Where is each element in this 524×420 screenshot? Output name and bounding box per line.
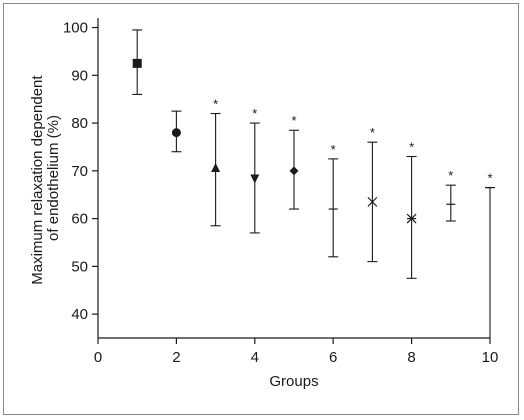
axes	[97, 18, 490, 339]
significance-label: *	[448, 168, 453, 183]
y-tick-label: 50	[71, 258, 88, 275]
significance-label: *	[409, 140, 414, 155]
x-tick-label: 10	[482, 349, 499, 366]
marker-triangle-down	[250, 174, 260, 184]
y-axis-title-line-1: Maximum relaxation dependent	[29, 75, 46, 285]
y-tick-label: 70	[71, 163, 88, 180]
y-axis-title: Maximum relaxation dependent of endothel…	[29, 71, 62, 284]
significance-label: *	[213, 97, 218, 112]
marker-x-b	[367, 196, 378, 207]
figure-frame	[3, 3, 519, 415]
significance-label: *	[252, 106, 257, 121]
x-axis-title: Groups	[269, 373, 318, 390]
y-ticks: 40 50 60 70 80 90 100	[63, 20, 98, 323]
y-axis-title-line-2: of endothelium (%)	[45, 115, 62, 241]
marker-square	[132, 58, 142, 68]
x-tick-label: 4	[251, 349, 259, 366]
significance-label: *	[487, 171, 492, 186]
y-tick-label: 100	[63, 20, 88, 37]
marker-diamond	[289, 166, 299, 176]
x-tick-label: 6	[329, 349, 337, 366]
data-point-group: *	[445, 168, 456, 222]
y-tick-label: 40	[71, 306, 88, 323]
data-point-group: *	[328, 142, 339, 258]
data-point-group: *	[289, 113, 299, 210]
x-tick-label: 8	[407, 349, 415, 366]
significance-label: *	[291, 113, 296, 128]
y-tick-label: 80	[71, 115, 88, 132]
data-point-group	[171, 110, 182, 153]
significance-label: *	[331, 142, 336, 157]
data-points: * * * * * * * *	[132, 29, 495, 338]
data-point-group: *	[485, 171, 495, 338]
y-tick-label: 90	[71, 67, 88, 84]
data-point-group: *	[249, 106, 260, 234]
x-tick-label: 0	[94, 349, 102, 366]
significance-label: *	[370, 125, 375, 140]
data-point-group: *	[406, 140, 417, 279]
x-tick-label: 2	[172, 349, 180, 366]
marker-circle	[171, 128, 181, 138]
marker-triangle-up	[211, 162, 221, 172]
data-point-group: *	[210, 97, 221, 227]
x-ticks: 0 2 4 6 8 10	[94, 338, 499, 366]
y-tick-label: 60	[71, 211, 88, 228]
data-point-group: *	[367, 125, 378, 263]
data-point-group	[132, 29, 143, 95]
